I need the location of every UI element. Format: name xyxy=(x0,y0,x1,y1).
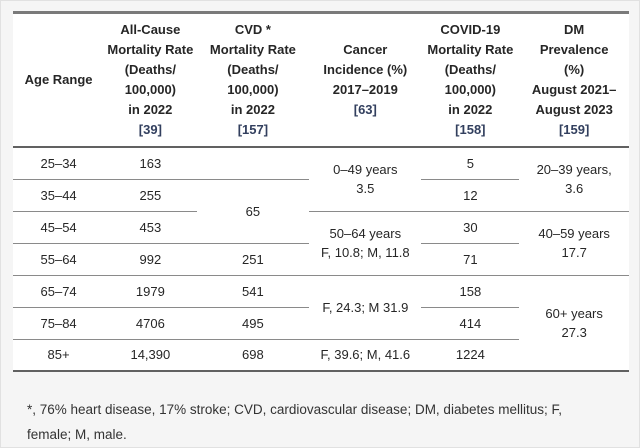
header-line: 100,000) xyxy=(227,82,279,97)
header-line: Cancer xyxy=(343,42,388,57)
cvd-cell-empty xyxy=(196,147,310,180)
header-line: Mortality Rate xyxy=(427,42,514,57)
cvd-cell: 251 xyxy=(196,243,310,276)
header-line: CVD * xyxy=(234,22,271,37)
covid-cell: 71 xyxy=(421,243,520,276)
header-line: in 2022 xyxy=(448,102,493,117)
cancer-cell-0-49: 0–49 years 3.5 xyxy=(309,147,422,212)
cvd-cell: 495 xyxy=(196,307,310,340)
column-header-covid19-mortality: COVID-19 Mortality Rate (Deaths/ 100,000… xyxy=(421,12,520,148)
cancer-cell-85: F, 39.6; M, 41.6 xyxy=(309,339,422,372)
footnote-line: *, 76% heart disease, 17% stroke; CVD, c… xyxy=(27,402,562,417)
covid-cell: 414 xyxy=(421,307,520,340)
covid-cell: 30 xyxy=(421,211,520,244)
all-cause-cell: 4706 xyxy=(104,307,197,340)
reference-link-157[interactable]: [157] xyxy=(237,122,269,137)
header-line: August 2023 xyxy=(535,102,613,117)
header-line: in 2022 xyxy=(230,102,275,117)
cancer-value: 3.5 xyxy=(356,181,375,197)
dm-value: 27.3 xyxy=(561,324,587,340)
header-line: 2017–2019 xyxy=(332,82,398,97)
age-range-cell: 65–74 xyxy=(13,275,105,308)
dm-age-band: 40–59 years xyxy=(538,226,610,241)
covid-cell: 1224 xyxy=(421,339,520,372)
age-statistics-table: Age Range All-Cause Mortality Rate (Deat… xyxy=(13,11,629,372)
dm-value: 3.6 xyxy=(565,181,584,197)
table-row-55-64: 55–64 992 251 71 xyxy=(13,243,629,276)
column-header-dm-prevalence: DM Prevalence (%) August 2021– August 20… xyxy=(519,12,629,148)
header-line: (Deaths/ xyxy=(124,62,176,77)
cvd-cell: 698 xyxy=(196,339,310,372)
column-header-cancer-incidence: Cancer Incidence (%) 2017–2019 [63] xyxy=(309,12,422,148)
dm-value: 17.7 xyxy=(561,245,587,260)
all-cause-cell: 255 xyxy=(104,179,197,212)
cvd-cell: 541 xyxy=(196,275,310,308)
all-cause-cell: 1979 xyxy=(104,275,197,308)
header-line: Mortality Rate xyxy=(209,42,296,57)
column-header-all-cause-mortality: All-Cause Mortality Rate (Deaths/ 100,00… xyxy=(104,12,197,148)
table-container: Age Range All-Cause Mortality Rate (Deat… xyxy=(13,11,629,372)
age-range-cell: 75–84 xyxy=(13,307,105,340)
all-cause-cell: 163 xyxy=(104,147,197,180)
cancer-age-band: 50–64 years xyxy=(329,226,402,241)
age-range-cell: 55–64 xyxy=(13,243,105,276)
age-range-cell: 85+ xyxy=(13,339,105,372)
reference-link-159[interactable]: [159] xyxy=(558,122,590,137)
all-cause-cell: 453 xyxy=(104,211,197,244)
all-cause-cell: 14,390 xyxy=(104,339,197,372)
age-range-cell: 45–54 xyxy=(13,211,105,244)
header-line: COVID-19 xyxy=(440,22,501,37)
cancer-age-band: 0–49 years xyxy=(333,162,398,178)
age-range-cell: 25–34 xyxy=(13,147,105,180)
header-line: August 2021– xyxy=(531,82,617,97)
column-header-age-range: Age Range xyxy=(13,12,105,148)
table-row-85-plus: 85+ 14,390 698 F, 39.6; M, 41.6 1224 xyxy=(13,339,629,372)
header-line: (%) xyxy=(564,62,585,77)
reference-link-158[interactable]: [158] xyxy=(455,122,486,137)
table-row-35-44: 35–44 255 65 12 xyxy=(13,179,629,244)
dm-cell-40-59: 40–59 years 17.7 xyxy=(519,211,629,276)
header-line: 100,000) xyxy=(124,82,177,97)
reference-link-63[interactable]: [63] xyxy=(353,102,377,117)
header-row: Age Range All-Cause Mortality Rate (Deat… xyxy=(13,12,629,148)
age-range-cell: 35–44 xyxy=(13,179,105,212)
table-footnote: *, 76% heart disease, 17% stroke; CVD, c… xyxy=(27,397,627,447)
header-line: 100,000) xyxy=(444,82,496,97)
header-line: in 2022 xyxy=(128,102,173,117)
header-line: Age Range xyxy=(24,72,93,87)
header-line: Mortality Rate xyxy=(107,42,194,57)
dm-age-band: 20–39 years, xyxy=(536,162,612,178)
reference-link-39[interactable]: [39] xyxy=(138,122,162,137)
header-line: Incidence (%) xyxy=(323,62,408,77)
cvd-cell-35-54: 65 xyxy=(196,179,310,244)
column-header-cvd-mortality: CVD * Mortality Rate (Deaths/ 100,000) i… xyxy=(196,12,310,148)
table-row-45-54: 45–54 453 50–64 years F, 10.8; M, 11.8 3… xyxy=(13,211,629,276)
cancer-cell-50-64: 50–64 years F, 10.8; M, 11.8 xyxy=(309,211,422,276)
dm-age-band: 60+ years xyxy=(545,305,603,321)
covid-cell: 12 xyxy=(421,179,520,212)
covid-cell: 158 xyxy=(421,275,520,308)
header-line: (Deaths/ xyxy=(444,62,496,77)
table-row-75-84: 75–84 4706 495 414 xyxy=(13,307,629,340)
header-line: DM xyxy=(564,22,585,37)
table-row-65-74: 65–74 1979 541 F, 24.3; M 31.9 158 60+ y… xyxy=(13,275,629,372)
header-line: (Deaths/ xyxy=(227,62,279,77)
header-line: Prevalence xyxy=(539,42,609,57)
covid-cell: 5 xyxy=(421,147,520,180)
cancer-value: F, 10.8; M, 11.8 xyxy=(321,245,410,260)
footnote-line: female; M, male. xyxy=(27,427,127,442)
all-cause-cell: 992 xyxy=(104,243,197,276)
table-row-25-34: 25–34 163 0–49 years 3.5 5 20–39 years, … xyxy=(13,147,629,212)
header-line: All-Cause xyxy=(120,22,181,37)
cancer-cell-65-84: F, 24.3; M 31.9 xyxy=(309,275,422,340)
dm-cell-60-plus: 60+ years 27.3 xyxy=(519,275,629,372)
dm-cell-20-39: 20–39 years, 3.6 xyxy=(519,147,629,212)
